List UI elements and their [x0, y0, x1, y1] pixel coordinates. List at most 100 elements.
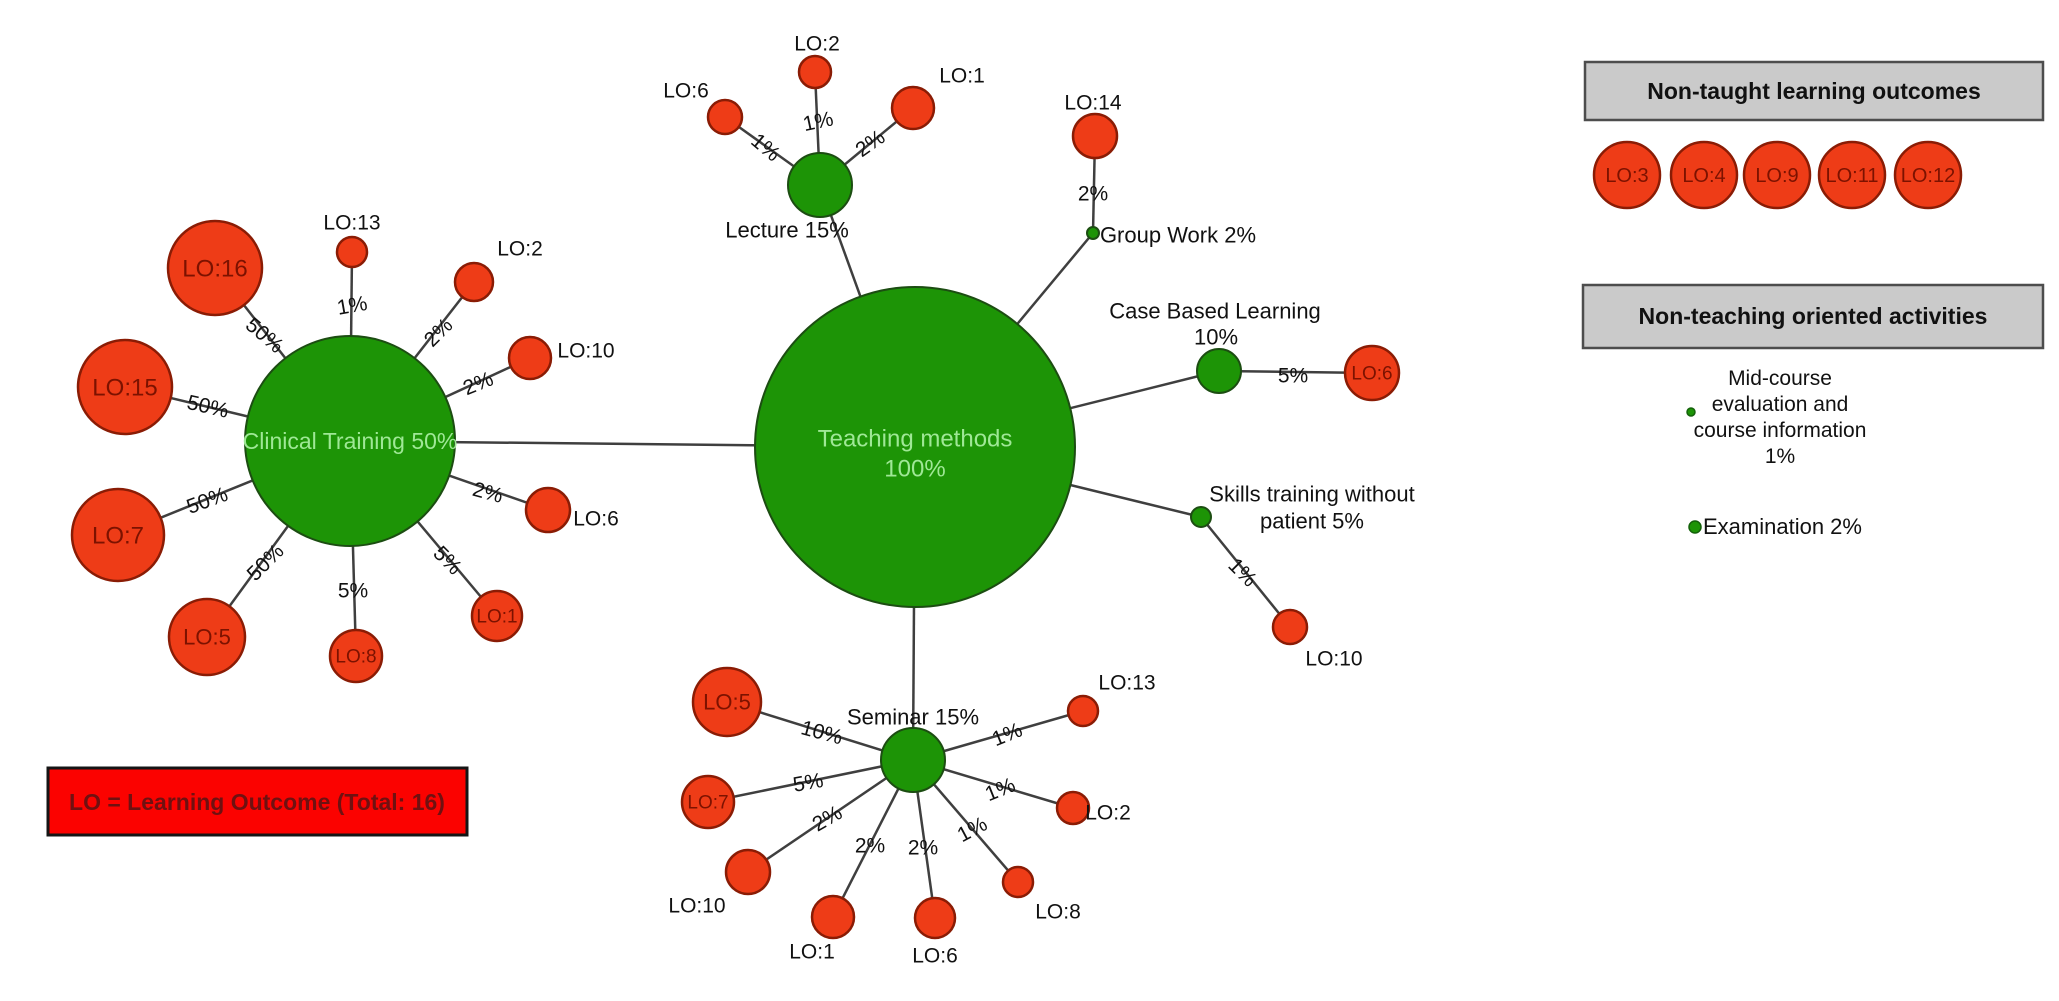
non-taught-label-lo-11: LO:11: [1826, 165, 1879, 187]
pct-clinical-training-lo-6: 2%: [470, 478, 505, 508]
pct-clinical-training-lo-13: 1%: [335, 292, 369, 320]
non-taught-lo-12: [1893, 140, 1963, 210]
node-seminar-lo-5: [691, 666, 763, 738]
pct-lecture-lo-2: 1%: [801, 107, 835, 136]
teaching-methods-graph: Teaching methods 100% Clinical Training 50…: [70, 32, 1415, 967]
pct-seminar-lo-10: 2%: [809, 801, 847, 836]
legend-note: LO = Learning Outcome (Total: 16): [46, 766, 469, 837]
node-seminar-lo-7: [680, 774, 736, 830]
label-skills-training-without-patient-1: Skills training without: [1209, 482, 1414, 507]
node-clinical-training-lo-8: [328, 628, 384, 684]
non-taught-label-lo-4: LO:4: [1682, 165, 1725, 187]
pct-seminar-lo-6: 2%: [908, 836, 938, 859]
legend-non-taught-outcomes: Non-taught learning outcomes LO:3 LO:4 LO:…: [1583, 60, 2045, 210]
mid-course-line-1: Mid-course: [1728, 367, 1832, 390]
pct-lecture-lo-6: 1%: [746, 129, 784, 166]
node-group-work-lo-14: [1071, 112, 1119, 160]
pct-seminar-lo-8: 1%: [954, 813, 992, 848]
node-lecture-lo-6: [706, 98, 744, 136]
node-clinical-training-lo-7: [70, 487, 166, 583]
pct-case-based-learning-lo-6: 5%: [1278, 364, 1308, 387]
pct-seminar-lo-1: 2%: [855, 834, 885, 857]
label-group-work-lo-14: LO:14: [1064, 91, 1122, 114]
label-seminar-lo-10: LO:10: [668, 894, 725, 917]
node-clinical-training-lo-1: [470, 589, 524, 643]
node-skills-training-without-patient: [1190, 506, 1212, 528]
node-clinical-training-lo-15: [76, 338, 174, 436]
label-case-based-learning-1: Case Based Learning: [1109, 299, 1321, 324]
non-taught-title: Non-taught learning outcomes: [1647, 78, 1981, 104]
label-clinical-training-lo-8: LO:8: [335, 647, 376, 668]
label-case-based-learning-2: 10%: [1194, 325, 1238, 350]
label-seminar-lo-6: LO:6: [912, 944, 958, 967]
label-case-based-learning-lo-6: LO:6: [1351, 364, 1392, 385]
non-taught-circles: LO:3 LO:4 LO:9 LO:11 LO:12: [1592, 140, 1963, 210]
non-taught-lo-4: [1669, 140, 1739, 210]
node-seminar-lo-1: [810, 894, 856, 940]
node-skills-training-without-patient-lo-10: [1271, 608, 1309, 646]
edge-seminar-lo-10: [747, 758, 914, 874]
label-clinical-training-1: Clinical Training 50%: [243, 428, 458, 454]
label-seminar-lo-13: LO:13: [1098, 671, 1155, 694]
label-seminar-lo-8: LO:8: [1035, 900, 1081, 923]
non-teaching-title: Non-teaching oriented activities: [1639, 303, 1988, 329]
label-seminar-lo-5: LO:5: [703, 690, 751, 715]
pct-group-work-lo-14: 2%: [1078, 182, 1108, 205]
pct-seminar-lo-2: 1%: [982, 773, 1019, 806]
nodes: [70, 54, 1401, 940]
label-lecture-1: Lecture 15%: [725, 218, 849, 243]
node-case-based-learning-lo-6: [1343, 344, 1401, 402]
node-seminar-lo-8: [1001, 865, 1035, 899]
mid-course-line-2: evaluation and: [1712, 393, 1849, 416]
label-seminar-lo-2: LO:2: [1085, 801, 1131, 824]
node-seminar-lo-2: [1055, 790, 1091, 826]
label-lecture-lo-2: LO:2: [794, 32, 840, 55]
label-clinical-training-lo-7: LO:7: [92, 522, 144, 549]
legend-non-teaching-activities: Non-teaching oriented activities Mid-cou…: [1581, 283, 2045, 539]
label-clinical-training-lo-15: LO:15: [92, 374, 157, 401]
pct-seminar-lo-7: 5%: [791, 769, 825, 797]
label-skills-training-without-patient-lo-10: LO:10: [1305, 647, 1362, 670]
node-clinical-training-lo-5: [167, 597, 247, 677]
label-lecture-lo-6: LO:6: [663, 79, 709, 102]
node-seminar: [880, 727, 946, 793]
label-clinical-training-lo-6: LO:6: [573, 507, 619, 530]
node-lecture: [787, 152, 853, 218]
label-clinical-training-lo-13: LO:13: [323, 211, 380, 234]
node-clinical-training: [244, 335, 456, 547]
pct-clinical-training-lo-7: 50%: [184, 483, 231, 519]
node-teaching-methods: [754, 286, 1076, 608]
root-label-line-1: Teaching methods: [818, 425, 1013, 452]
pct-clinical-training-lo-10: 2%: [460, 367, 497, 400]
non-taught-label-lo-3: LO:3: [1605, 165, 1648, 187]
mid-course-line-3: course information: [1694, 419, 1867, 442]
node-seminar-lo-13: [1066, 694, 1100, 728]
node-clinical-training-lo-10: [507, 335, 553, 381]
label-clinical-training-lo-5: LO:5: [183, 625, 231, 650]
pct-clinical-training-lo-8: 5%: [338, 579, 368, 602]
mid-course-line-4: 1%: [1765, 445, 1795, 468]
note-box: [46, 766, 469, 837]
label-seminar-lo-7: LO:7: [687, 793, 728, 814]
non-taught-lo-9: [1742, 140, 1812, 210]
note-text: LO = Learning Outcome (Total: 16): [69, 789, 445, 815]
label-clinical-training-lo-2: LO:2: [497, 237, 543, 260]
node-clinical-training-lo-2: [453, 261, 495, 303]
non-taught-lo-3: [1592, 140, 1662, 210]
node-clinical-training-lo-16: [166, 219, 264, 317]
edge-skills-training-without-patient-lo-10: [1200, 516, 1291, 628]
root-label-line-2: 100%: [884, 455, 945, 482]
label-seminar-1: Seminar 15%: [847, 705, 979, 730]
mid-course-dot: [1686, 407, 1696, 417]
node-case-based-learning: [1196, 348, 1242, 394]
examination-label: Examination 2%: [1703, 514, 1862, 539]
label-lecture-lo-1: LO:1: [939, 64, 985, 87]
label-seminar-lo-1: LO:1: [789, 940, 835, 963]
node-clinical-training-lo-13: [335, 235, 369, 269]
non-taught-lo-11: [1817, 140, 1887, 210]
node-lecture-lo-1: [890, 85, 936, 131]
node-clinical-training-lo-6: [524, 486, 572, 534]
label-clinical-training-lo-16: LO:16: [182, 255, 247, 282]
